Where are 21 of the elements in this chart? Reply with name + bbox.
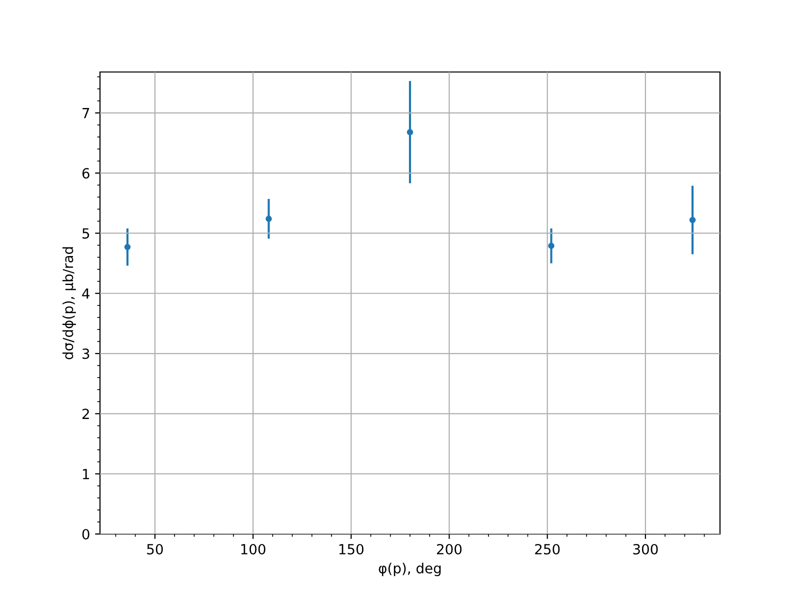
point [406,129,414,136]
y-tick-label: 3 [82,348,90,360]
point [689,216,696,224]
x-tick-label: 100 [241,544,266,554]
y-tick-label: 5 [82,228,90,239]
y-tick-label: 6 [82,168,90,179]
point [548,242,554,249]
y-tick-label: 1 [82,468,89,480]
x-tick-label: 200 [437,544,462,554]
y-axis-title: dσ/dϕ(p), μb/rad [62,247,76,360]
y-tick-label: 7 [82,108,90,118]
x-tick-label: 150 [339,544,364,554]
point [266,216,272,222]
y-tick-label: 0 [82,528,90,540]
x-axis-title: φ(p), deg [378,562,441,576]
y-tick-label: 2 [82,408,89,419]
y-tick-label: 4 [82,288,90,299]
point [124,244,131,250]
x-tick-label: 300 [633,544,658,554]
x-tick-label: 250 [535,544,560,554]
x-tick-label: 50 [147,544,163,554]
